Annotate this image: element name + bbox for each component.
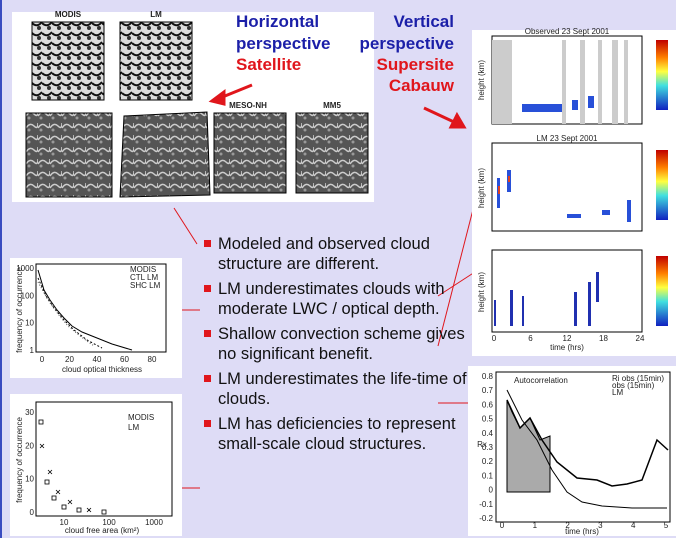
y-tick-label: -0.2: [479, 514, 493, 523]
heading: perspective: [360, 34, 455, 54]
y-tick-label: 0.4: [482, 429, 494, 438]
y-tick-label: 1000: [16, 264, 34, 273]
x-tick-label: 0: [500, 521, 505, 530]
panel-label: MESO-NH: [229, 101, 267, 110]
y-tick-label: 0.6: [482, 400, 494, 409]
legend-entry: SHC LM: [130, 281, 161, 290]
satellite-image: [214, 113, 286, 193]
bullet: Modeled and observed cloud structure are…: [202, 234, 470, 274]
satellite-image: [120, 112, 210, 197]
x-tick-label: 100: [102, 518, 116, 527]
y-axis-label: height (km): [477, 272, 486, 312]
x-tick-label: 0: [492, 334, 497, 343]
bullet-list: Modeled and observed cloud structure are…: [202, 234, 470, 459]
heading: perspective: [236, 34, 331, 54]
y-tick-label: 0.2: [482, 457, 494, 466]
y-axis-label: frequency of occurrence: [15, 417, 24, 503]
autocorrelation-figure: Rx time (hrs) Autocorrelation 0.80.70.60…: [468, 366, 676, 536]
bullet: Shallow convection scheme gives no signi…: [202, 324, 470, 364]
panel-label: MM5: [323, 101, 341, 110]
legend-entry: MODIS: [128, 413, 154, 422]
x-axis-label: time (hrs): [550, 343, 584, 352]
y-tick-label: 0: [30, 508, 35, 517]
radar-figures: Observed 23 Sept 2001 LM 23 Sept 2001 ti…: [472, 27, 676, 356]
satellite-image: [296, 113, 368, 193]
x-axis-label: cloud free area (km²): [65, 526, 140, 535]
x-tick-label: 40: [93, 355, 102, 364]
y-tick-label: 10: [25, 475, 34, 484]
x-tick-label: 1000: [145, 518, 163, 527]
heading: Horizontal: [236, 12, 319, 32]
y-tick-label: 0.3: [482, 443, 494, 452]
radar-title: Observed 23 Sept 2001: [525, 27, 610, 36]
histogram-figure: frequency of occurrence cloud optical th…: [10, 258, 182, 378]
slide: MODIS LM MESO-NH MM5 Observed 23 Sept 20…: [0, 0, 676, 538]
heading: Vertical: [394, 12, 455, 32]
y-tick-label: 10: [25, 319, 34, 328]
x-tick-label: 4: [631, 521, 636, 530]
bullet: LM underestimates clouds with moderate L…: [202, 279, 470, 319]
x-axis-label: time (hrs): [565, 527, 599, 536]
bullet: LM has deficiencies to represent small-s…: [202, 414, 470, 454]
heading: Satellite: [236, 55, 301, 75]
heading: Supersite: [377, 55, 454, 75]
x-tick-label: 6: [528, 334, 533, 343]
x-tick-label: 3: [598, 521, 603, 530]
y-tick-label: 20: [25, 441, 34, 450]
y-tick-label: 30: [25, 408, 34, 417]
x-tick-label: 5: [664, 521, 669, 530]
heading: Cabauw: [389, 76, 454, 96]
scatter-figure: frequency of occurrence cloud free area …: [10, 394, 182, 536]
x-tick-label: 10: [60, 518, 69, 527]
satellite-image: [32, 22, 104, 100]
satellite-image: [120, 22, 192, 100]
legend-entry: LM: [128, 423, 139, 432]
x-axis-label: cloud optical thickness: [62, 365, 142, 374]
x-tick-label: 20: [65, 355, 74, 364]
panel-label: MODIS: [55, 10, 82, 19]
x-tick-label: 2: [565, 521, 570, 530]
y-tick-label: 0.7: [482, 386, 494, 395]
bullet: LM underestimates the life-time of cloud…: [202, 369, 470, 409]
y-tick-label: 1: [30, 346, 35, 355]
x-tick-label: 24: [636, 334, 645, 343]
y-tick-label: 0.8: [482, 372, 494, 381]
x-tick-label: 80: [148, 355, 157, 364]
x-tick-label: 0: [40, 355, 45, 364]
panel-label: LM: [150, 10, 162, 19]
radar-title: LM 23 Sept 2001: [537, 134, 598, 143]
y-axis-label: height (km): [477, 168, 486, 208]
x-tick-label: 12: [563, 334, 572, 343]
y-tick-label: 0.5: [482, 415, 494, 424]
x-tick-label: 18: [599, 334, 608, 343]
y-tick-label: 100: [21, 291, 35, 300]
legend-entry: LM: [612, 388, 623, 397]
y-tick-label: 0: [489, 486, 494, 495]
x-tick-label: 60: [120, 355, 129, 364]
x-tick-label: 1: [533, 521, 538, 530]
annotation: Autocorrelation: [514, 376, 568, 385]
y-tick-label: -0.1: [479, 500, 493, 509]
y-axis-label: height (km): [477, 60, 486, 100]
satellite-image: [26, 113, 112, 197]
y-axis-label: frequency of occurrence: [15, 267, 24, 353]
y-tick-label: 0.1: [482, 471, 494, 480]
